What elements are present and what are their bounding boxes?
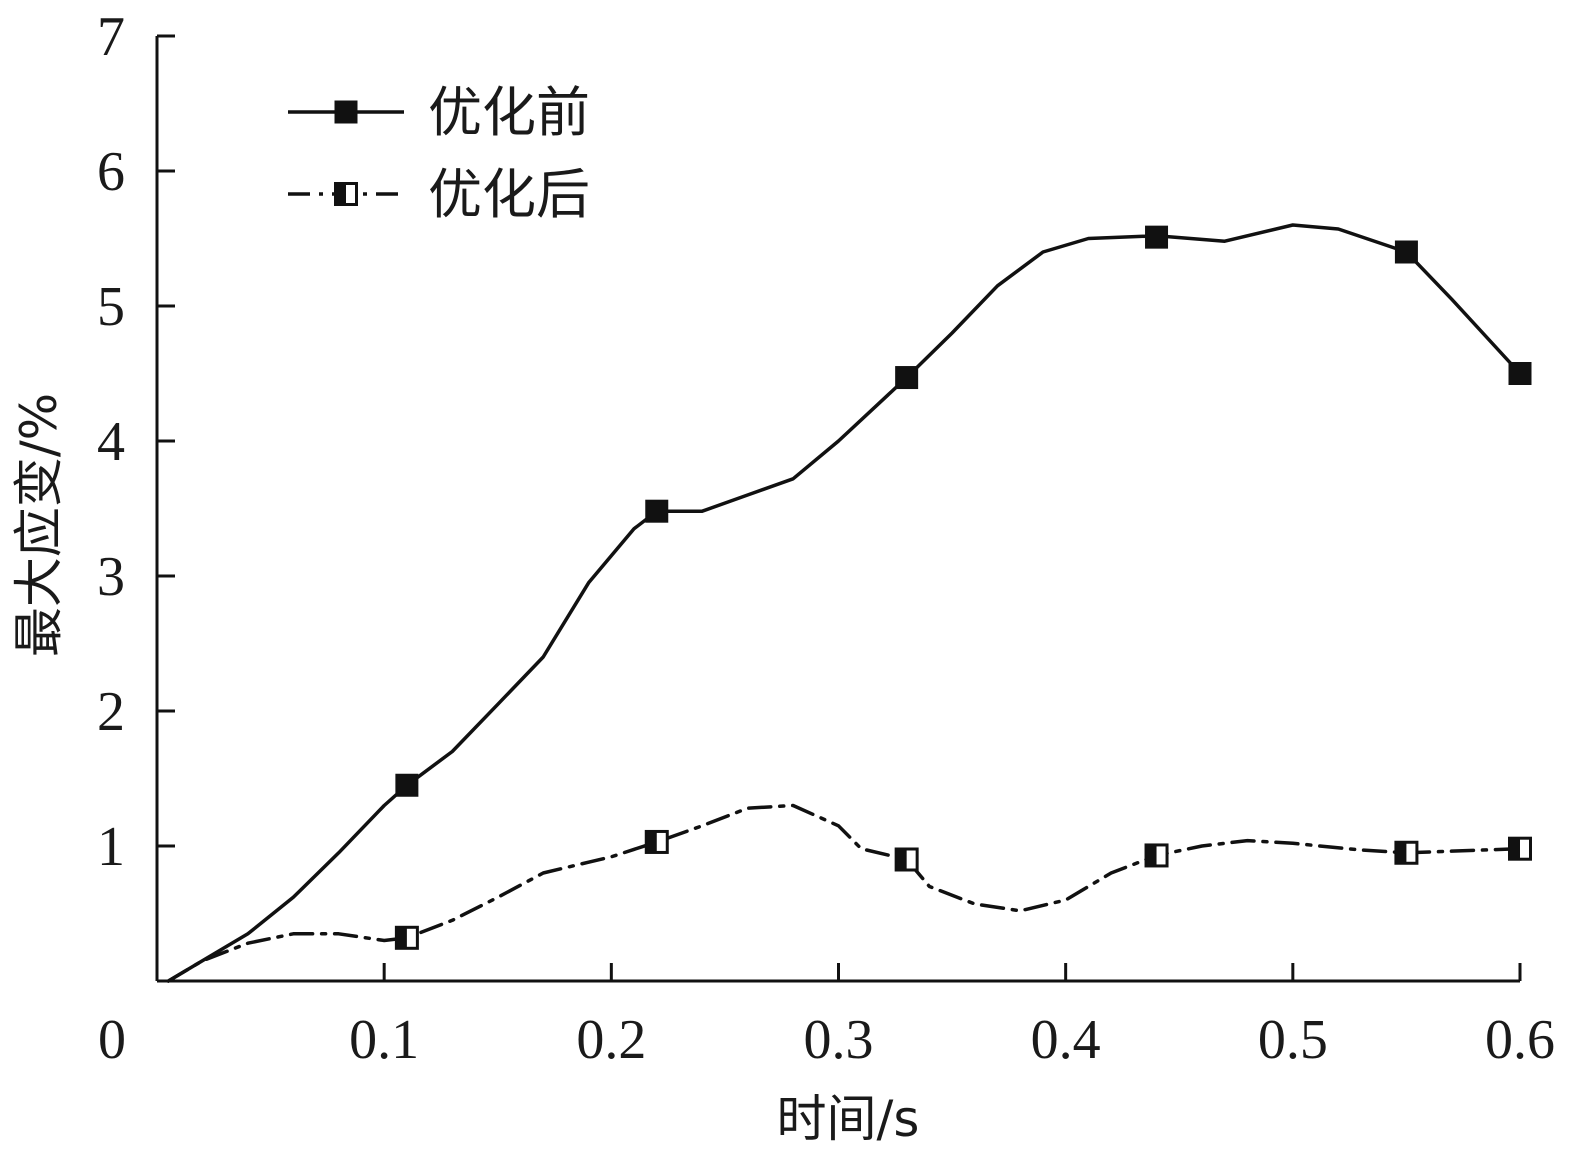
series-2-marker: [644, 829, 669, 854]
axes: 1 2 3 4 5 6 7 0 0.1 0.2 0.3 0.4 0.5 0.6: [97, 6, 1555, 1071]
series-line-1: [166, 223, 1522, 983]
series-1-marker: [1145, 225, 1169, 249]
x-tick-label: 0.4: [1031, 1009, 1101, 1071]
y-tick-label: 2: [97, 681, 125, 743]
y-tick-label: 1: [97, 816, 125, 878]
x-tick-label: 0.5: [1258, 1009, 1328, 1071]
series-2-marker: [394, 925, 419, 950]
x-tick-label: 0: [98, 1009, 126, 1071]
series-2-marker: [1508, 836, 1532, 861]
x-tick-label: 0.3: [804, 1009, 874, 1071]
x-tick-label: 0.2: [576, 1009, 646, 1071]
series-1-marker: [1508, 362, 1532, 385]
legend-marker-1: [334, 100, 358, 124]
legend-label-2: 优化后: [428, 163, 590, 226]
series-2-marker: [894, 847, 919, 872]
x-tick-label: 0.1: [349, 1009, 419, 1071]
series-2-marker: [1394, 840, 1419, 865]
y-tick-label: 4: [97, 411, 125, 473]
series-2-marker: [1144, 843, 1169, 868]
y-tick-label: 3: [97, 546, 125, 608]
y-tick-label: 6: [97, 141, 125, 203]
legend-label-1: 优化前: [428, 81, 590, 144]
legend-marker-2: [334, 182, 358, 206]
series-1-marker: [395, 773, 419, 797]
series-layer: [166, 223, 1532, 983]
series-line-2: [166, 803, 1522, 983]
series-1-marker: [645, 499, 669, 523]
y-tick-label: 7: [97, 6, 125, 68]
y-axis-title: 最大应变/%: [10, 393, 68, 657]
series-1-marker: [1394, 240, 1418, 264]
series-1-marker: [895, 366, 919, 390]
y-tick-label: 5: [97, 276, 125, 338]
x-tick-label: 0.6: [1485, 1009, 1555, 1071]
x-axis-title: 时间/s: [777, 1090, 920, 1148]
